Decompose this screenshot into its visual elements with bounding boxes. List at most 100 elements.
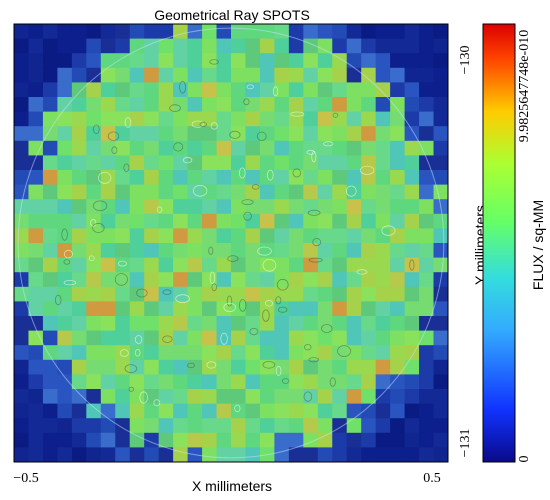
heatmap-cell [202,243,217,258]
heatmap-cell [274,447,290,462]
heatmap-cell [259,199,275,215]
contour-loop [303,391,313,402]
heatmap-cell [317,199,333,215]
heatmap-cell [375,243,391,258]
heatmap-cell [274,67,290,83]
heatmap-cell [419,272,434,288]
heatmap-cell [404,140,420,156]
heatmap-cell [14,301,29,317]
heatmap-cell [274,140,290,156]
heatmap-cell [28,272,44,288]
heatmap-cell [187,97,203,112]
heatmap-cell [42,286,58,302]
heatmap-cell [57,126,73,142]
heatmap-cell [28,286,44,302]
heatmap-cell [245,126,261,142]
heatmap-cell [202,286,217,302]
heatmap-cell [216,24,232,39]
heatmap-cell [346,199,362,215]
contour-loop [220,332,228,345]
heatmap-cell [332,301,348,317]
heatmap-cell [42,272,58,288]
heatmap-cell [14,330,29,346]
heatmap-cell [419,389,434,404]
heatmap-cell [129,257,145,273]
heatmap-cell [71,286,87,302]
heatmap-cell [158,243,174,258]
heatmap-cell [332,53,348,69]
x-tick-min: −0.5 [13,471,38,486]
heatmap-cell [303,389,319,404]
heatmap-cell [57,213,73,229]
heatmap-cell [202,330,217,346]
heatmap-cell [42,24,58,39]
heatmap-cell [346,374,362,390]
heatmap-cell [187,272,203,288]
heatmap-cell [173,403,188,419]
heatmap-cell [86,243,102,258]
heatmap-cell [57,272,73,288]
heatmap-cell [216,228,232,244]
heatmap-cell [390,359,405,375]
heatmap-cell [317,447,333,462]
heatmap-cell [274,170,290,185]
heatmap-cell [433,140,448,156]
heatmap-cell [259,301,275,317]
heatmap-cell [216,345,232,361]
heatmap-cell [231,432,246,448]
heatmap-cell [419,199,434,215]
heatmap-cell [346,170,362,185]
heatmap-cell [404,389,420,404]
heatmap-cell [202,418,217,434]
heatmap-cell [361,140,377,156]
heatmap-cell [115,82,131,98]
heatmap-cell [86,374,102,390]
heatmap-cell [100,447,116,462]
heatmap-cell [129,38,145,54]
heatmap-cell [259,374,275,390]
heatmap-cell [173,24,188,39]
heatmap-cell [42,82,58,98]
heatmap-cell [202,374,217,390]
heatmap-cell [303,213,319,229]
heatmap-cell [216,316,232,331]
heatmap-cell [404,67,420,83]
contour-loop [162,289,172,295]
heatmap-cell [404,53,420,69]
heatmap-cell [390,24,405,39]
heatmap-cell [404,403,420,419]
heatmap-cell [115,126,131,142]
heatmap-cell [100,374,116,390]
heatmap-cell [274,272,290,288]
heatmap-cell [71,432,87,448]
heatmap-cell [129,330,145,346]
heatmap-cell [375,316,391,331]
heatmap-cell [144,199,160,215]
heatmap-cell [245,316,261,331]
heatmap-cell [187,170,203,185]
heatmap-cell [14,228,29,244]
heatmap-cell [129,111,145,127]
heatmap-cell [332,359,348,375]
heatmap-cell [86,330,102,346]
plot-area [13,23,449,463]
heatmap-cell [361,359,377,375]
heatmap-cell [173,213,188,229]
heatmap-cell [404,155,420,171]
heatmap-cell [317,301,333,317]
heatmap-cell [86,257,102,273]
heatmap-cell [28,257,44,273]
heatmap-cell [390,330,405,346]
heatmap-cell [57,140,73,156]
contour-loop [292,168,302,178]
heatmap-cell [390,170,405,185]
heatmap-cell [390,53,405,69]
heatmap-cell [303,330,319,346]
heatmap-cell [317,243,333,258]
heatmap-cell [216,374,232,390]
heatmap-cell [332,126,348,142]
heatmap-cell [129,82,145,98]
heatmap-cell [404,272,420,288]
heatmap-cell [404,24,420,39]
heatmap-cell [28,213,44,229]
